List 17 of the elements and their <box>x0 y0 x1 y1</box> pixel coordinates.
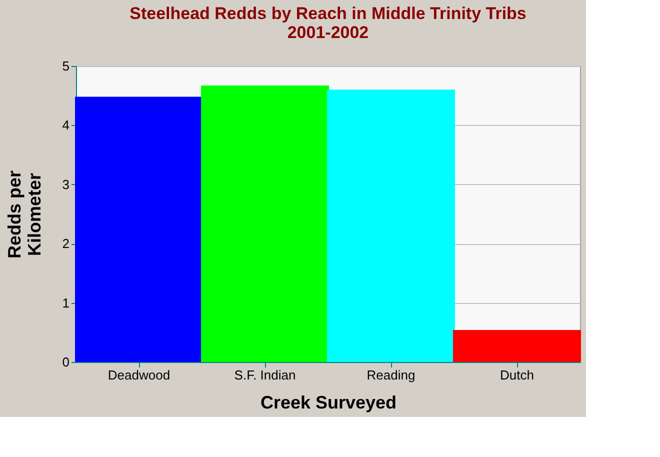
x-axis-title: Creek Surveyed <box>260 392 397 412</box>
bar <box>201 86 329 362</box>
x-tick-label: Dutch <box>500 368 534 382</box>
y-axis-title: Redds per Kilometer <box>4 170 44 259</box>
x-tick-label: S.F. Indian <box>234 368 296 382</box>
y-tick-label: 5 <box>62 58 70 74</box>
chart-title: Steelhead Redds by Reach in Middle Trinity Tribs 2001-2002 <box>130 4 526 42</box>
bar <box>327 90 455 362</box>
bar <box>453 330 581 362</box>
y-tick-label: 0 <box>62 354 70 370</box>
x-tick-label: Deadwood <box>108 368 170 382</box>
y-tick-label: 4 <box>62 118 70 133</box>
x-tick-label: Reading <box>366 368 416 382</box>
y-tick-label: 3 <box>62 176 70 192</box>
bar <box>75 96 203 362</box>
y-tick-label: 1 <box>62 295 70 310</box>
y-tick-label: 2 <box>62 236 70 252</box>
